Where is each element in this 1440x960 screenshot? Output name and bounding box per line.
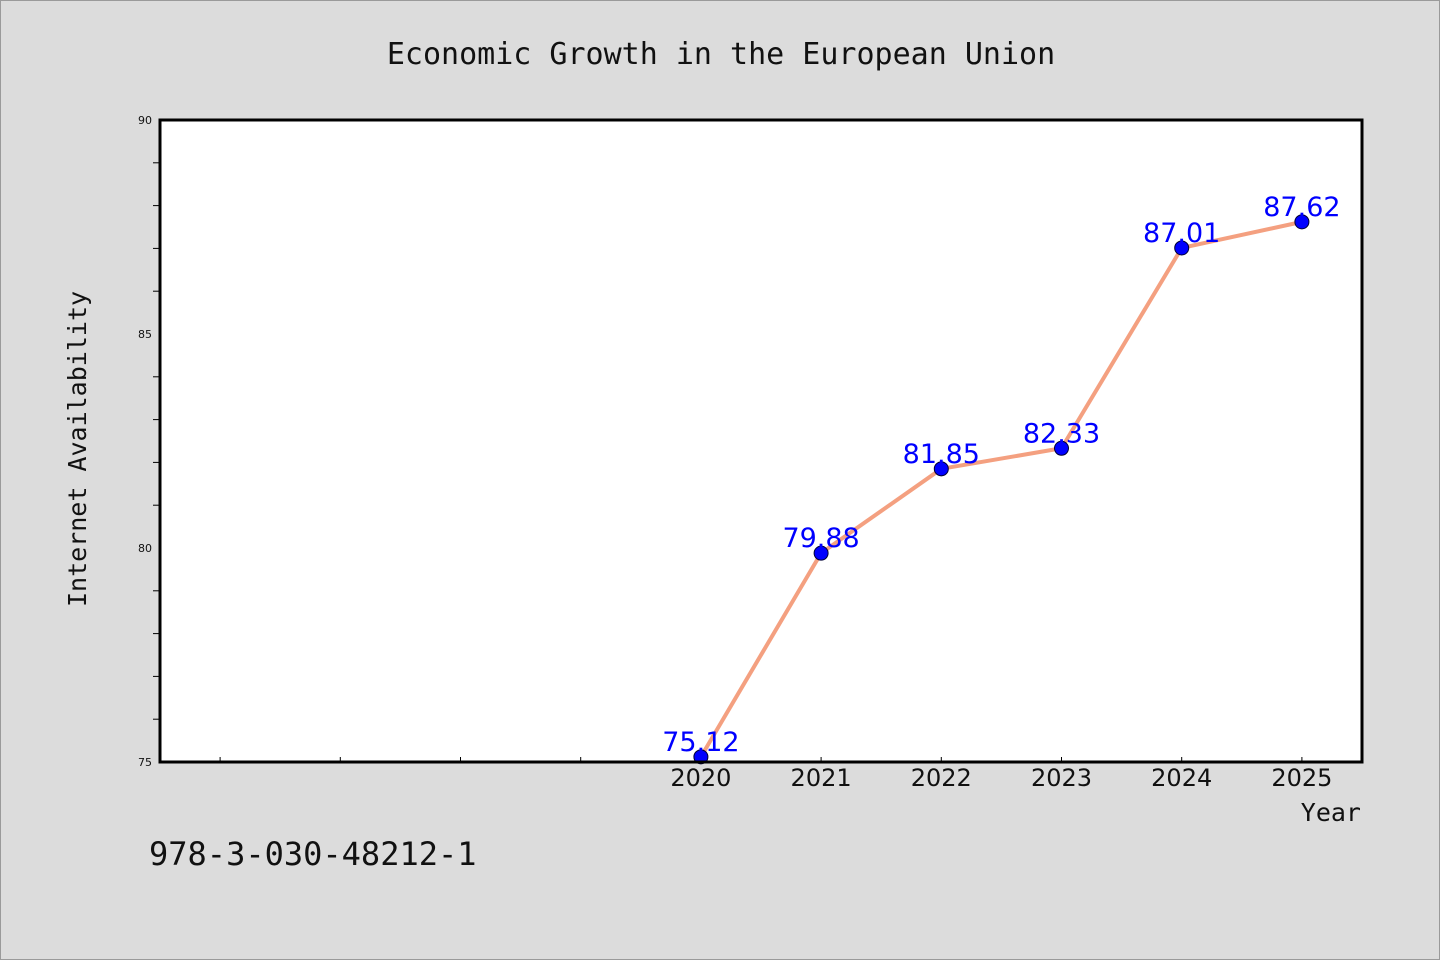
data-point [1174,240,1190,256]
data-value-label: 75.12 [662,727,739,758]
y-tick-label: 80 [138,542,152,555]
data-point [1054,440,1069,456]
x-axis-label: Year [1301,798,1361,827]
data-value-label: 87.01 [1143,218,1220,249]
chart-title: Economic Growth in the European Union [387,37,1055,72]
data-value-label: 82.33 [1023,418,1100,449]
x-tick-label: 2021 [791,764,852,792]
x-tick-label: 2023 [1031,764,1092,792]
x-tick-label: 2025 [1271,764,1332,792]
x-tick-label: 2024 [1151,764,1212,792]
plot-area [160,120,1362,762]
data-labels: 75.12 79.88 81.85 82.33 87.01 87.62 [662,192,1340,758]
y-tick-label: 90 [138,114,152,127]
x-tick-label: 2022 [911,764,972,792]
data-value-label: 79.88 [782,523,859,554]
x-tick-label: 2020 [670,764,731,792]
plot-frame [158,118,1364,764]
series-line [698,219,1304,759]
series-layer [693,214,1310,765]
data-value-label: 87.62 [1263,192,1340,223]
y-axis-label: Internet Availability [63,291,92,607]
data-point [693,749,709,765]
data-point [1294,214,1310,230]
data-point [813,545,829,561]
data-point [933,461,949,477]
y-tick-label: 75 [138,756,152,769]
y-tick-label: 85 [138,328,152,341]
y-axis-ticks: 75 80 85 90 [138,114,160,769]
data-value-label: 81.85 [903,439,980,470]
x-axis-ticks: 2020 2021 2022 2023 2024 2025 [219,757,1332,792]
isbn-text: 978-3-030-48212-1 [149,835,477,873]
